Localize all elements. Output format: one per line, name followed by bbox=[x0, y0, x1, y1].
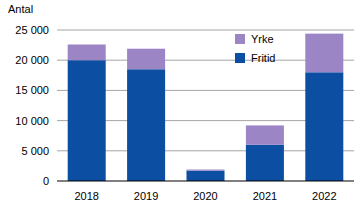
grid-line bbox=[57, 30, 354, 31]
legend-label: Yrke bbox=[251, 33, 274, 45]
bar bbox=[246, 145, 284, 181]
bar bbox=[68, 44, 106, 60]
bar bbox=[127, 49, 165, 70]
bar bbox=[186, 170, 224, 171]
y-tick-label: 0 bbox=[43, 175, 49, 187]
y-tick-label: 5 000 bbox=[21, 145, 49, 157]
x-tick-label: 2020 bbox=[193, 190, 217, 202]
bar bbox=[305, 72, 343, 181]
x-tick-label: 2018 bbox=[74, 190, 98, 202]
x-tick-label: 2021 bbox=[253, 190, 277, 202]
legend-swatch bbox=[235, 34, 245, 44]
y-tick-label: 10 000 bbox=[15, 115, 49, 127]
y-tick-label: 25 000 bbox=[15, 24, 49, 36]
x-axis bbox=[57, 181, 354, 182]
y-tick-label: 15 000 bbox=[15, 84, 49, 96]
bar bbox=[246, 125, 284, 144]
y-tick-label: 20 000 bbox=[15, 54, 49, 66]
chart: Antal 0 5 000 10 000 15 000 20 000 25 000 2018 2… bbox=[0, 0, 362, 209]
bars bbox=[68, 34, 344, 181]
legend-label: Fritid bbox=[251, 52, 275, 64]
bar bbox=[127, 69, 165, 181]
legend-swatch bbox=[235, 53, 245, 63]
bar bbox=[305, 34, 343, 73]
y-label: Antal bbox=[8, 3, 33, 15]
bar bbox=[68, 60, 106, 181]
x-tick-label: 2022 bbox=[312, 190, 336, 202]
bar bbox=[186, 171, 224, 181]
x-tick-label: 2019 bbox=[134, 190, 158, 202]
